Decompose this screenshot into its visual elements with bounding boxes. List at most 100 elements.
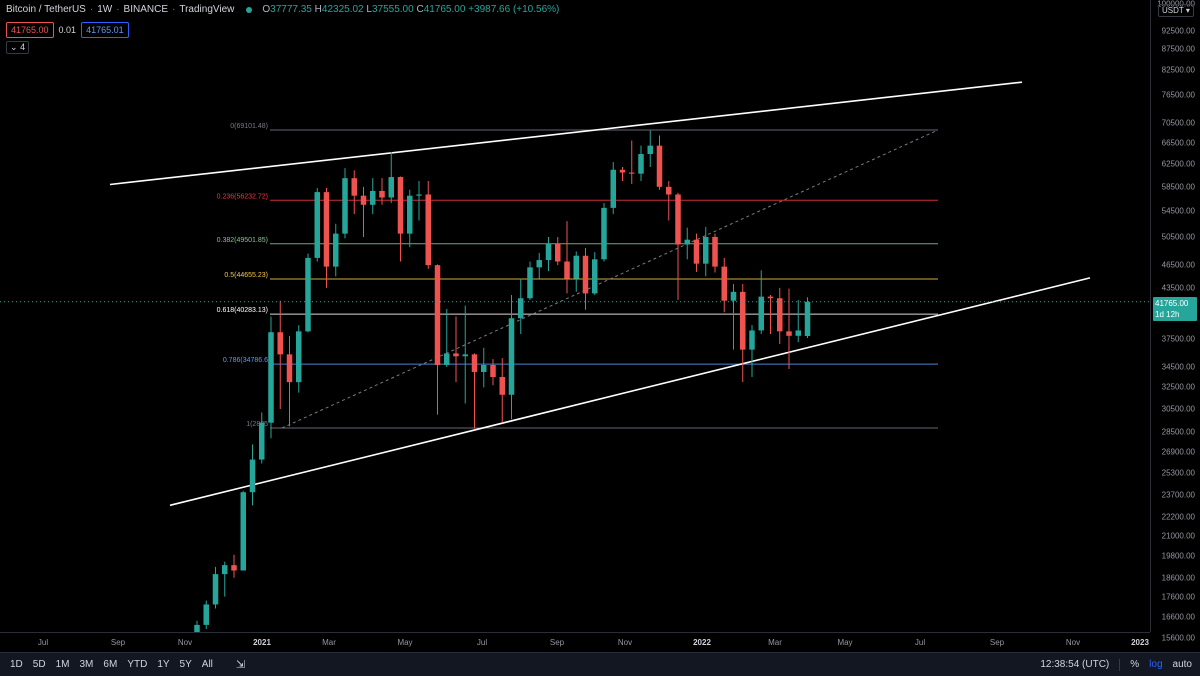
candle-body <box>259 422 265 460</box>
candle-body <box>666 186 672 195</box>
fib-level-label: 0.786(34786.6 <box>223 357 268 364</box>
low-value: 37555.00 <box>371 4 414 15</box>
candle <box>721 257 727 313</box>
timeframe-button-1d[interactable]: 1D <box>10 659 23 670</box>
date-range-icon[interactable]: ⇲ <box>235 659 246 671</box>
symbol-title[interactable]: Bitcoin / TetherUS <box>6 4 86 15</box>
timeframe-button-3m[interactable]: 3M <box>79 659 94 670</box>
candle <box>370 178 376 215</box>
sell-button[interactable]: 41765.00 <box>6 22 54 38</box>
candle <box>647 130 653 167</box>
log-toggle[interactable]: log <box>1149 659 1163 670</box>
candle-body <box>527 267 533 299</box>
price-axis-label: 23700.00 <box>1161 490 1195 500</box>
price-axis-label: 43500.00 <box>1161 283 1195 293</box>
candle-body <box>342 178 348 234</box>
candle <box>564 221 570 294</box>
candle-body <box>721 266 727 301</box>
candle-body <box>786 331 792 336</box>
candle-body <box>555 243 561 262</box>
price-axis[interactable]: 100000.00 92500.00 87500.00 82500.00 76500.0… <box>1150 0 1200 642</box>
price-axis-label: 37500.00 <box>1161 334 1195 344</box>
candle <box>804 297 811 339</box>
candle-body <box>638 154 644 174</box>
candle-body <box>518 298 524 319</box>
candle <box>222 561 228 597</box>
fib-level-label: 0.5(44655.23) <box>224 272 268 279</box>
candle-body <box>481 365 487 372</box>
price-axis-label: 66500.00 <box>1161 138 1195 148</box>
candle-body <box>212 574 219 605</box>
candle <box>249 444 256 506</box>
time-axis-label: Sep <box>110 638 126 647</box>
indicators-count: 4 <box>20 42 26 52</box>
candle <box>333 223 339 277</box>
open-label: O <box>262 4 271 15</box>
candle <box>758 270 764 335</box>
candle <box>268 316 274 439</box>
timeframe-button-1y[interactable]: 1Y <box>157 659 170 670</box>
time-axis-label: Mar <box>768 638 782 647</box>
interval-label[interactable]: 1W <box>97 4 113 15</box>
price-axis-label: 15600.00 <box>1161 633 1195 643</box>
exchange-label: BINANCE <box>123 4 168 15</box>
close-value: 41765.00 <box>423 4 466 15</box>
price-chart[interactable]: 0(69101.48) 0.236(56232.72) 0.382(49501.85… <box>0 0 1150 632</box>
fib-retracement: 0(69101.48) 0.236(56232.72) 0.382(49501.85… <box>217 123 939 429</box>
indicators-toggle[interactable]: ⌄ 4 <box>6 41 30 54</box>
currency-selector[interactable]: USDT ▾ <box>1158 4 1194 17</box>
price-axis-label: 46500.00 <box>1161 260 1195 270</box>
candle <box>212 566 219 609</box>
candle <box>508 295 515 420</box>
candle <box>231 554 237 578</box>
price-axis-label: 25300.00 <box>1161 468 1195 478</box>
last-price-tag: 41765.00 1d 12h <box>1153 296 1197 321</box>
time-axis[interactable]: Jul Sep Nov 2021 Mar May Jul Sep Nov 2022 Mar May Ju… <box>0 632 1150 653</box>
candle <box>518 278 524 335</box>
time-axis-label: May <box>837 638 853 647</box>
source-label: TradingView <box>179 4 235 15</box>
buy-button[interactable]: 41765.01 <box>81 22 129 38</box>
candle-body <box>656 145 663 187</box>
percent-toggle[interactable]: % <box>1130 659 1140 670</box>
candle <box>360 186 367 237</box>
timeframe-button-6m[interactable]: 6M <box>103 659 118 670</box>
candle-body <box>416 194 422 196</box>
time-axis-label: Nov <box>1065 638 1081 647</box>
timeframe-button-ytd[interactable]: YTD <box>127 659 148 670</box>
candle <box>730 283 737 350</box>
currency-label: USDT <box>1162 6 1184 15</box>
candle-body <box>444 353 450 366</box>
candle <box>434 264 441 415</box>
timeframe-button-all[interactable]: All <box>201 659 213 670</box>
candle-body <box>360 195 367 205</box>
candle-body <box>564 261 570 279</box>
time-axis-label: Mar <box>322 638 336 647</box>
time-axis-label: Sep <box>549 638 565 647</box>
candle <box>305 253 311 333</box>
trade-row: 41765.00 0.01 41765.01 <box>6 22 129 38</box>
timeframe-button-1m[interactable]: 1M <box>55 659 70 670</box>
candle-body <box>795 330 801 336</box>
candle-body <box>582 255 589 294</box>
candle-body <box>203 604 209 625</box>
auto-toggle[interactable]: auto <box>1172 659 1192 670</box>
candle <box>592 252 598 296</box>
fib-level-label: 0.236(56232.72) <box>217 193 268 200</box>
candle <box>601 202 607 262</box>
chevron-down-icon: ▾ <box>1185 6 1190 15</box>
candle-body <box>693 239 700 264</box>
time-axis-label: 2021 <box>253 638 271 647</box>
candle <box>444 308 450 367</box>
candle <box>194 620 200 632</box>
timeframe-button-5y[interactable]: 5Y <box>179 659 192 670</box>
clock-time[interactable]: 12:38:54 (UTC) <box>1040 659 1110 670</box>
candle <box>638 145 644 182</box>
timeframe-button-5d[interactable]: 5D <box>32 659 46 670</box>
candle-body <box>314 192 320 258</box>
candle-body <box>397 177 404 234</box>
candle-body <box>536 260 542 268</box>
candle <box>490 359 496 386</box>
candle <box>703 227 709 277</box>
candle-body <box>619 169 626 173</box>
